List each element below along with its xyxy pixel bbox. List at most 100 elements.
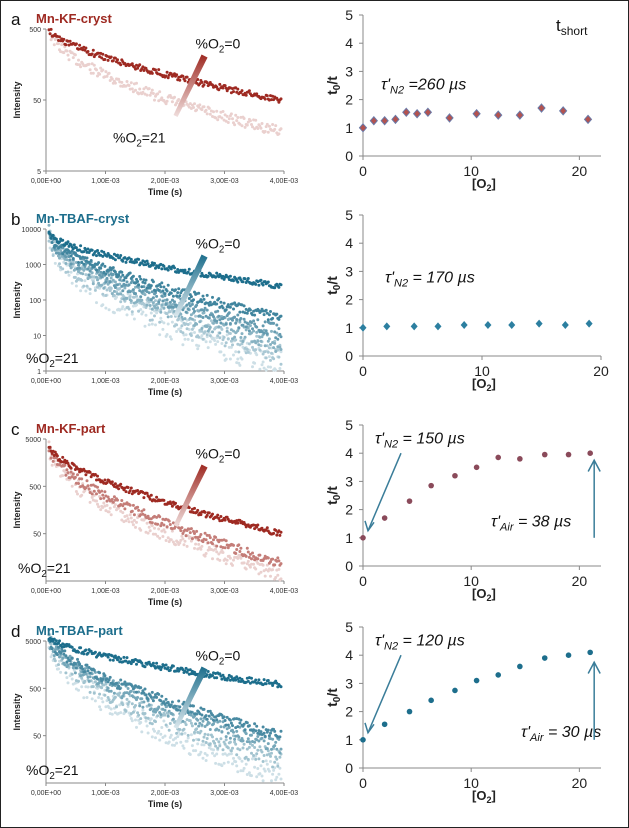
data-point xyxy=(537,103,546,113)
data-point xyxy=(170,700,174,704)
data-point xyxy=(109,689,113,693)
data-point xyxy=(116,658,119,662)
data-point xyxy=(198,320,202,324)
annotation-o2-21: %O2=21 xyxy=(26,350,79,370)
x-tick-label: 0 xyxy=(359,775,367,791)
data-point xyxy=(176,291,180,295)
data-point xyxy=(72,463,76,467)
data-point xyxy=(127,520,131,524)
x-tick-label: 1,00E-03 xyxy=(91,178,120,185)
data-point xyxy=(88,675,92,679)
data-point xyxy=(263,574,267,578)
data-point xyxy=(134,704,137,707)
data-point xyxy=(206,733,210,737)
data-point xyxy=(169,733,173,737)
data-point xyxy=(165,525,169,529)
data-point xyxy=(131,274,135,278)
data-point xyxy=(186,736,190,740)
data-point xyxy=(61,238,65,242)
data-point xyxy=(77,660,80,664)
data-point xyxy=(119,711,123,715)
data-point xyxy=(92,691,96,695)
data-point xyxy=(160,726,164,729)
data-point xyxy=(185,544,189,548)
data-point xyxy=(110,480,114,484)
data-point xyxy=(251,743,254,747)
data-point xyxy=(102,501,106,505)
data-point xyxy=(206,274,210,278)
panel-title: Mn-TBAF-part xyxy=(36,623,123,638)
data-point xyxy=(129,689,133,693)
data-point xyxy=(48,32,52,36)
x-axis-label: Time (s) xyxy=(148,187,182,197)
data-point xyxy=(136,280,140,283)
data-point xyxy=(142,691,146,695)
data-point xyxy=(154,736,157,740)
data-point xyxy=(49,456,53,460)
data-point xyxy=(53,659,57,663)
data-point xyxy=(67,244,71,248)
data-point xyxy=(106,696,110,699)
data-point xyxy=(236,280,240,284)
data-point xyxy=(211,735,214,739)
data-point xyxy=(96,474,99,478)
x-tick-label: 20 xyxy=(572,163,588,179)
data-point xyxy=(271,557,275,561)
data-point xyxy=(203,510,207,514)
data-point xyxy=(125,697,129,701)
data-point xyxy=(247,555,251,559)
data-point xyxy=(73,53,77,57)
data-point xyxy=(161,327,165,331)
data-point xyxy=(220,713,224,717)
data-point xyxy=(223,84,227,88)
data-point xyxy=(240,332,244,336)
data-point xyxy=(247,745,251,749)
data-point xyxy=(187,297,191,300)
data-point xyxy=(175,741,179,745)
data-point xyxy=(168,310,172,314)
data-point xyxy=(170,529,174,533)
data-point xyxy=(48,445,52,449)
y-tick-label: 3 xyxy=(345,675,353,691)
data-point xyxy=(246,322,250,326)
data-point xyxy=(54,639,58,643)
data-point xyxy=(100,681,104,685)
data-point xyxy=(163,708,167,712)
data-point xyxy=(153,729,156,733)
data-point xyxy=(116,283,119,287)
data-point xyxy=(197,538,201,542)
data-point xyxy=(171,664,175,668)
data-point xyxy=(91,71,95,75)
data-point xyxy=(82,262,86,266)
data-point xyxy=(64,255,68,259)
data-point xyxy=(186,337,190,341)
data-point xyxy=(69,470,73,474)
data-point xyxy=(161,535,165,538)
data-point xyxy=(138,289,142,293)
data-point xyxy=(224,357,228,361)
data-point xyxy=(59,249,63,252)
data-point xyxy=(205,293,209,297)
data-point xyxy=(193,506,196,510)
data-point xyxy=(90,62,94,66)
gradient-arrow-icon xyxy=(173,54,208,118)
data-point xyxy=(106,655,110,659)
data-point xyxy=(255,738,259,742)
data-point xyxy=(135,81,138,85)
data-point xyxy=(48,232,52,236)
data-point xyxy=(445,113,454,123)
data-point xyxy=(200,108,204,112)
data-point xyxy=(160,294,164,298)
data-point xyxy=(132,513,136,517)
data-point xyxy=(201,316,205,319)
data-point xyxy=(240,357,244,361)
data-point xyxy=(100,283,104,287)
data-point xyxy=(113,258,117,262)
data-point xyxy=(68,654,72,658)
data-point xyxy=(111,272,115,276)
data-point xyxy=(106,495,110,499)
data-point xyxy=(227,311,231,315)
data-point xyxy=(261,779,265,783)
data-point xyxy=(98,705,102,709)
data-point xyxy=(180,324,184,328)
